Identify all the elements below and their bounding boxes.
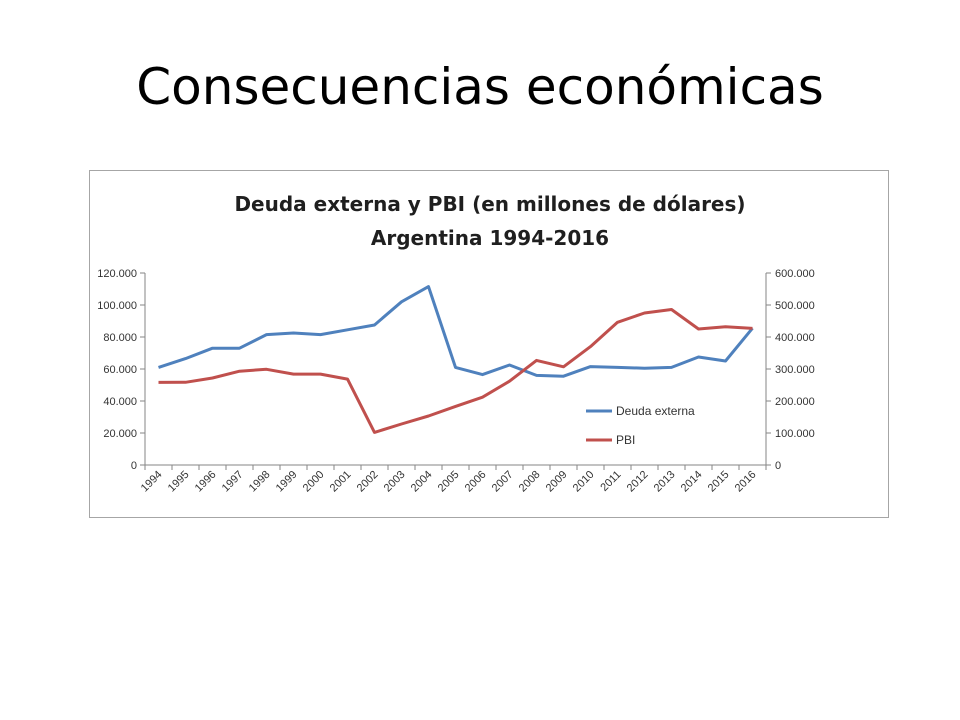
slide-title: Consecuencias económicas — [136, 58, 824, 116]
series-line-deuda-externa — [158, 285, 754, 378]
x-tick-label: 2008 — [517, 469, 543, 495]
chart-axes: 0 20.000 40.000 60.000 80.000 100.000 120.000 0… — [97, 268, 815, 494]
y-right-tick-label: 0 — [775, 460, 781, 472]
y-left-tick-label: 60.000 — [103, 364, 137, 376]
x-tick-label: 1995 — [166, 469, 192, 495]
x-tick-label: 1994 — [139, 469, 165, 495]
chart-subtitle: Argentina 1994-2016 — [371, 226, 609, 250]
y-right-tick-label: 500.000 — [775, 300, 815, 312]
y-left-tick-label: 40.000 — [103, 396, 137, 408]
chart-legend: Deuda externa PBI — [586, 404, 695, 447]
y-right-tick-label: 400.000 — [775, 332, 815, 344]
x-tick-label: 2016 — [733, 469, 759, 495]
legend-label: PBI — [616, 433, 635, 447]
x-tick-label: 1996 — [193, 469, 219, 495]
x-tick-label: 2005 — [436, 469, 462, 495]
x-tick-label: 2001 — [328, 469, 354, 495]
series-line-pbi — [158, 308, 753, 434]
x-tick-label: 1997 — [220, 469, 246, 495]
x-tick-label: 2003 — [382, 469, 408, 495]
x-tick-label: 2011 — [598, 469, 623, 494]
x-tick-label: 2007 — [490, 469, 516, 495]
x-tick-label: 2013 — [652, 469, 678, 495]
x-tick-label: 2012 — [625, 469, 651, 495]
x-tick-label: 1998 — [247, 469, 273, 495]
x-tick-label: 1999 — [274, 469, 300, 495]
y-right-tick-label: 300.000 — [775, 364, 815, 376]
chart-container: Deuda externa y PBI (en millones de dóla… — [89, 170, 889, 518]
y-right-tick-label: 600.000 — [775, 268, 815, 280]
x-tick-label: 2004 — [409, 469, 435, 495]
line-chart: Deuda externa y PBI (en millones de dóla… — [97, 192, 815, 494]
y-left-tick-label: 0 — [131, 460, 137, 472]
x-tick-label: 2014 — [679, 469, 705, 495]
y-right-tick-label: 100.000 — [775, 428, 815, 440]
x-tick-label: 2000 — [301, 469, 327, 495]
x-tick-label: 2010 — [571, 469, 597, 495]
legend-label: Deuda externa — [616, 404, 695, 418]
x-tick-label: 2006 — [463, 469, 489, 495]
y-left-tick-label: 100.000 — [97, 300, 137, 312]
x-tick-label: 2009 — [544, 469, 570, 495]
y-right-tick-label: 200.000 — [775, 396, 815, 408]
y-left-tick-label: 80.000 — [103, 332, 137, 344]
x-tick-label: 2015 — [706, 469, 732, 495]
chart-series — [158, 285, 754, 434]
x-tick-label: 2002 — [355, 469, 381, 495]
chart-title: Deuda externa y PBI (en millones de dóla… — [234, 192, 745, 216]
y-left-tick-label: 120.000 — [97, 268, 137, 280]
y-left-tick-label: 20.000 — [103, 428, 137, 440]
